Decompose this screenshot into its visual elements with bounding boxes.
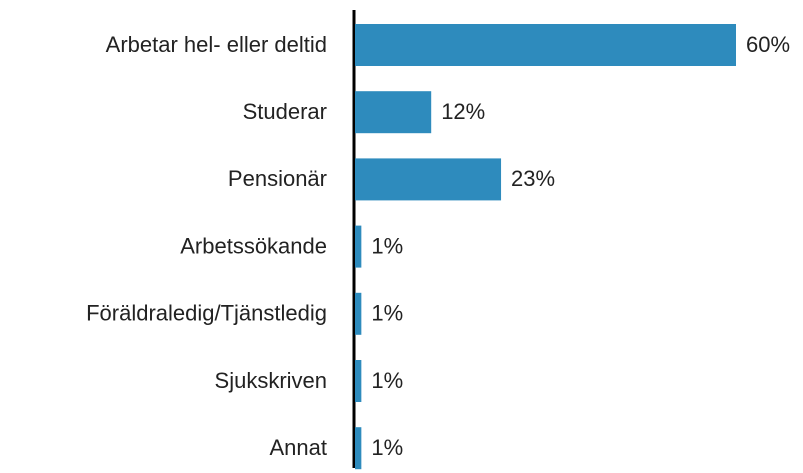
bar: [355, 24, 736, 66]
value-label: 1%: [371, 435, 403, 460]
value-label: 1%: [371, 368, 403, 393]
bar: [355, 158, 502, 201]
value-label: 60%: [746, 32, 790, 57]
bar: [355, 427, 362, 470]
value-label: 23%: [511, 166, 555, 191]
bar: [355, 360, 362, 402]
value-label: 1%: [371, 301, 403, 326]
category-label: Studerar: [243, 99, 327, 124]
value-label: 12%: [441, 99, 485, 124]
value-label: 1%: [371, 233, 403, 258]
category-label: Sjukskriven: [215, 368, 327, 393]
category-label: Föräldraledig/Tjänstledig: [86, 301, 327, 326]
category-label: Pensionär: [228, 166, 327, 191]
category-label: Arbetssökande: [180, 233, 327, 258]
bar: [355, 225, 362, 268]
category-label: Annat: [270, 435, 328, 460]
bar: [355, 91, 432, 134]
category-label: Arbetar hel- eller deltid: [106, 32, 327, 57]
bar: [355, 292, 362, 335]
